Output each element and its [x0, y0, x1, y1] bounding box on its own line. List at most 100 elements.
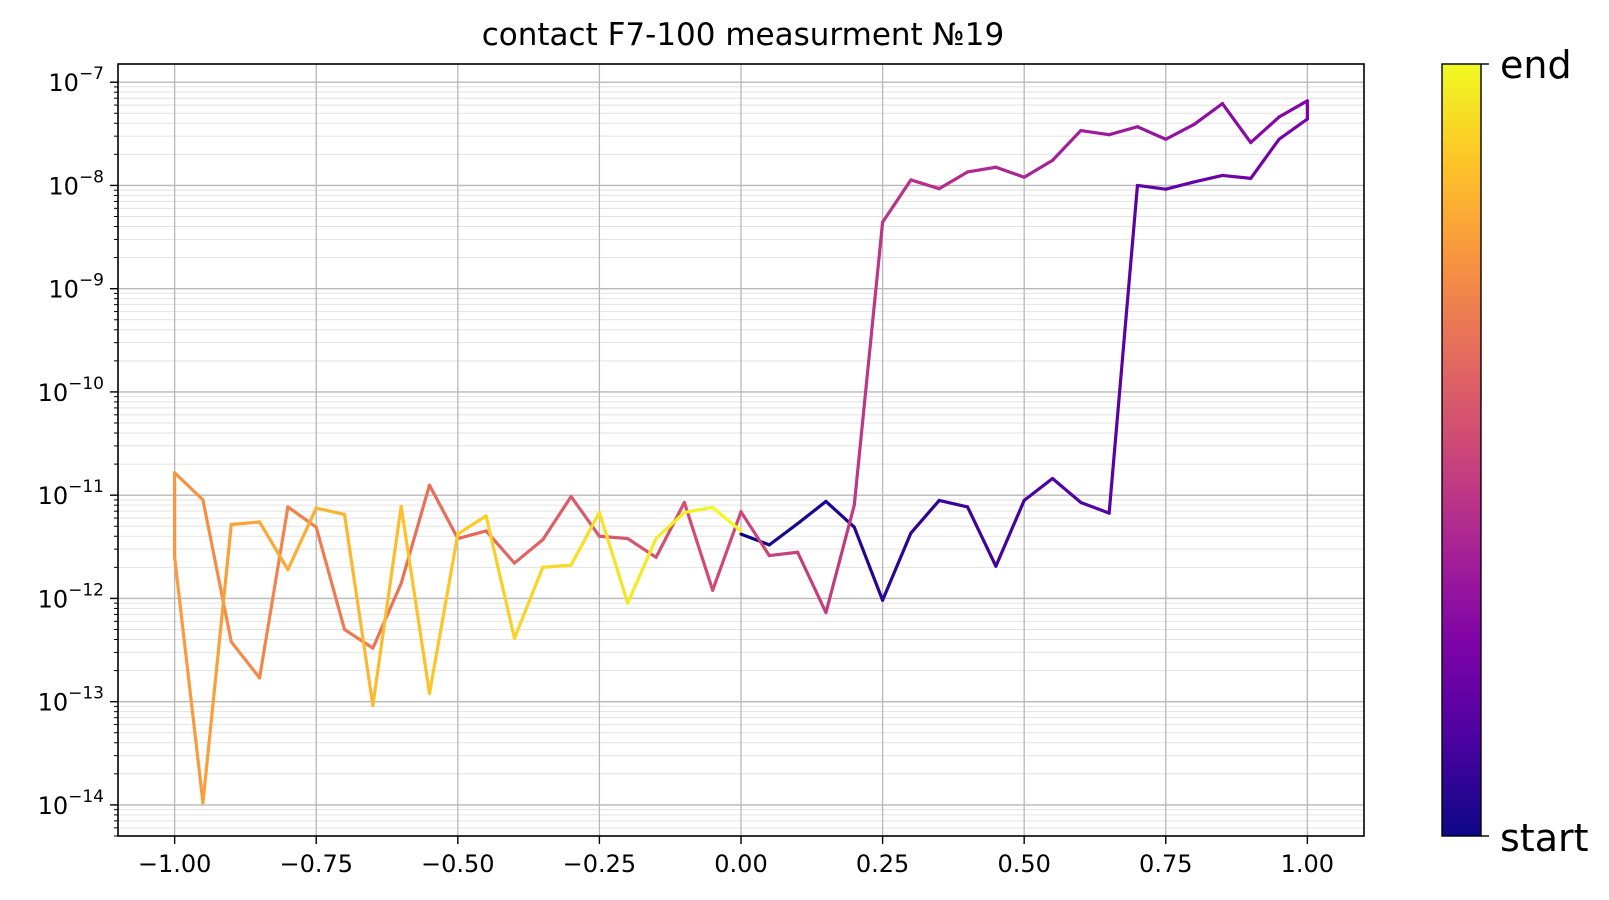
- y-tick-label: 10−13: [38, 684, 104, 717]
- series-segment: [541, 563, 573, 569]
- colorbar-start-label: start: [1500, 816, 1589, 860]
- series-segment: [597, 510, 630, 605]
- series-segment: [1135, 125, 1168, 141]
- series-segment: [1277, 117, 1309, 141]
- series-segment: [399, 504, 432, 696]
- series-segment: [399, 483, 432, 585]
- series-segment: [201, 498, 233, 644]
- series-segment: [1164, 122, 1196, 141]
- series-segment: [512, 565, 545, 641]
- series-segment: [173, 471, 205, 502]
- chart-title: contact F7-100 measurment №19: [482, 17, 1005, 53]
- series-segment: [1249, 115, 1281, 145]
- series-line: [173, 99, 1309, 805]
- series-segment: [654, 500, 686, 559]
- x-tick-label: −0.25: [563, 850, 637, 878]
- y-axis: 10−7 10−8 10−9 10−10 10−11 10−12 10−13 10−14: [38, 64, 118, 837]
- series-segment: [796, 550, 828, 615]
- series-segment: [1022, 158, 1055, 179]
- series-segment: [824, 503, 856, 615]
- x-tick-label: −1.00: [138, 850, 212, 878]
- series-segment: [173, 555, 205, 805]
- series-segment: [229, 520, 262, 527]
- x-tick-label: 0.25: [856, 850, 909, 878]
- y-tick-label: 10−12: [38, 580, 104, 613]
- series-segment: [286, 505, 318, 529]
- series-segment: [484, 514, 517, 641]
- series-segment: [937, 498, 970, 509]
- series-segment: [1050, 476, 1083, 505]
- series-segment: [937, 170, 970, 191]
- y-tick-label: 10−7: [48, 64, 104, 97]
- series-segment: [456, 514, 488, 536]
- series-segment: [767, 550, 800, 558]
- series-segment: [569, 494, 602, 538]
- x-axis: −1.00 −0.75 −0.50 −0.25 0.00 0.25 0.50 0.75 1.00: [138, 836, 1334, 878]
- colorbar: end start: [1441, 43, 1589, 860]
- x-tick-label: −0.75: [279, 850, 353, 878]
- series-segment: [711, 505, 743, 533]
- series-segment: [1107, 125, 1140, 137]
- x-tick-label: −0.50: [421, 850, 495, 878]
- y-tick-label: 10−8: [48, 167, 104, 200]
- series-segment: [314, 506, 347, 517]
- colorbar-end-label: end: [1500, 43, 1572, 87]
- series-segment: [427, 532, 460, 696]
- series-segment: [1192, 173, 1225, 184]
- series-segment: [994, 498, 1026, 568]
- series-segment: [201, 522, 233, 805]
- series-segment: [852, 525, 885, 602]
- series-segment: [654, 510, 686, 541]
- series-segment: [880, 178, 913, 224]
- series-segment: [1107, 183, 1140, 515]
- series-segment: [796, 499, 828, 526]
- series-segment: [1220, 102, 1253, 145]
- series-segment: [711, 510, 743, 592]
- series-segment: [682, 500, 715, 592]
- series-segment: [1277, 99, 1309, 119]
- series-segment: [1135, 183, 1168, 191]
- series-segment: [1192, 102, 1225, 127]
- series-segment: [852, 220, 885, 507]
- series-segment: [1050, 128, 1083, 162]
- series-segment: [1079, 128, 1111, 137]
- series-segment: [286, 506, 318, 572]
- series-segment: [229, 640, 262, 680]
- series-segment: [569, 510, 602, 567]
- x-tick-label: 0.75: [1139, 850, 1192, 878]
- y-tick-label: 10−14: [38, 787, 104, 820]
- series-segment: [739, 532, 771, 547]
- series-segment: [739, 510, 771, 558]
- series-segment: [597, 534, 630, 541]
- x-tick-label: 1.00: [1281, 850, 1334, 878]
- series-segment: [342, 627, 375, 650]
- y-tick-label: 10−9: [48, 271, 104, 304]
- x-tick-label: 0.50: [997, 850, 1050, 878]
- series-segment: [1079, 500, 1111, 515]
- colorbar-gradient: [1441, 63, 1482, 837]
- major-gridlines: [118, 64, 1364, 836]
- series-segment: [512, 538, 545, 565]
- series-segment: [371, 504, 403, 708]
- series-segment: [257, 505, 290, 680]
- series-segment: [427, 483, 460, 541]
- y-tick-label: 10−10: [38, 374, 104, 407]
- series-segment: [965, 505, 998, 568]
- series-segment: [909, 498, 941, 535]
- series-segment: [314, 525, 347, 632]
- series-segment: [626, 536, 658, 605]
- series-segment: [456, 529, 488, 541]
- x-tick-label: 0.00: [714, 850, 767, 878]
- series-segment: [1022, 476, 1055, 502]
- y-tick-label: 10−11: [38, 477, 104, 510]
- series-segment: [541, 494, 573, 542]
- series-segment: [257, 520, 290, 572]
- series-segment: [880, 531, 913, 602]
- series-segment: [682, 505, 715, 515]
- series-segment: [1249, 137, 1281, 180]
- series-segment: [767, 522, 800, 547]
- series-segment: [1164, 180, 1196, 191]
- series-segment: [1220, 173, 1253, 180]
- series-segment: [626, 536, 658, 559]
